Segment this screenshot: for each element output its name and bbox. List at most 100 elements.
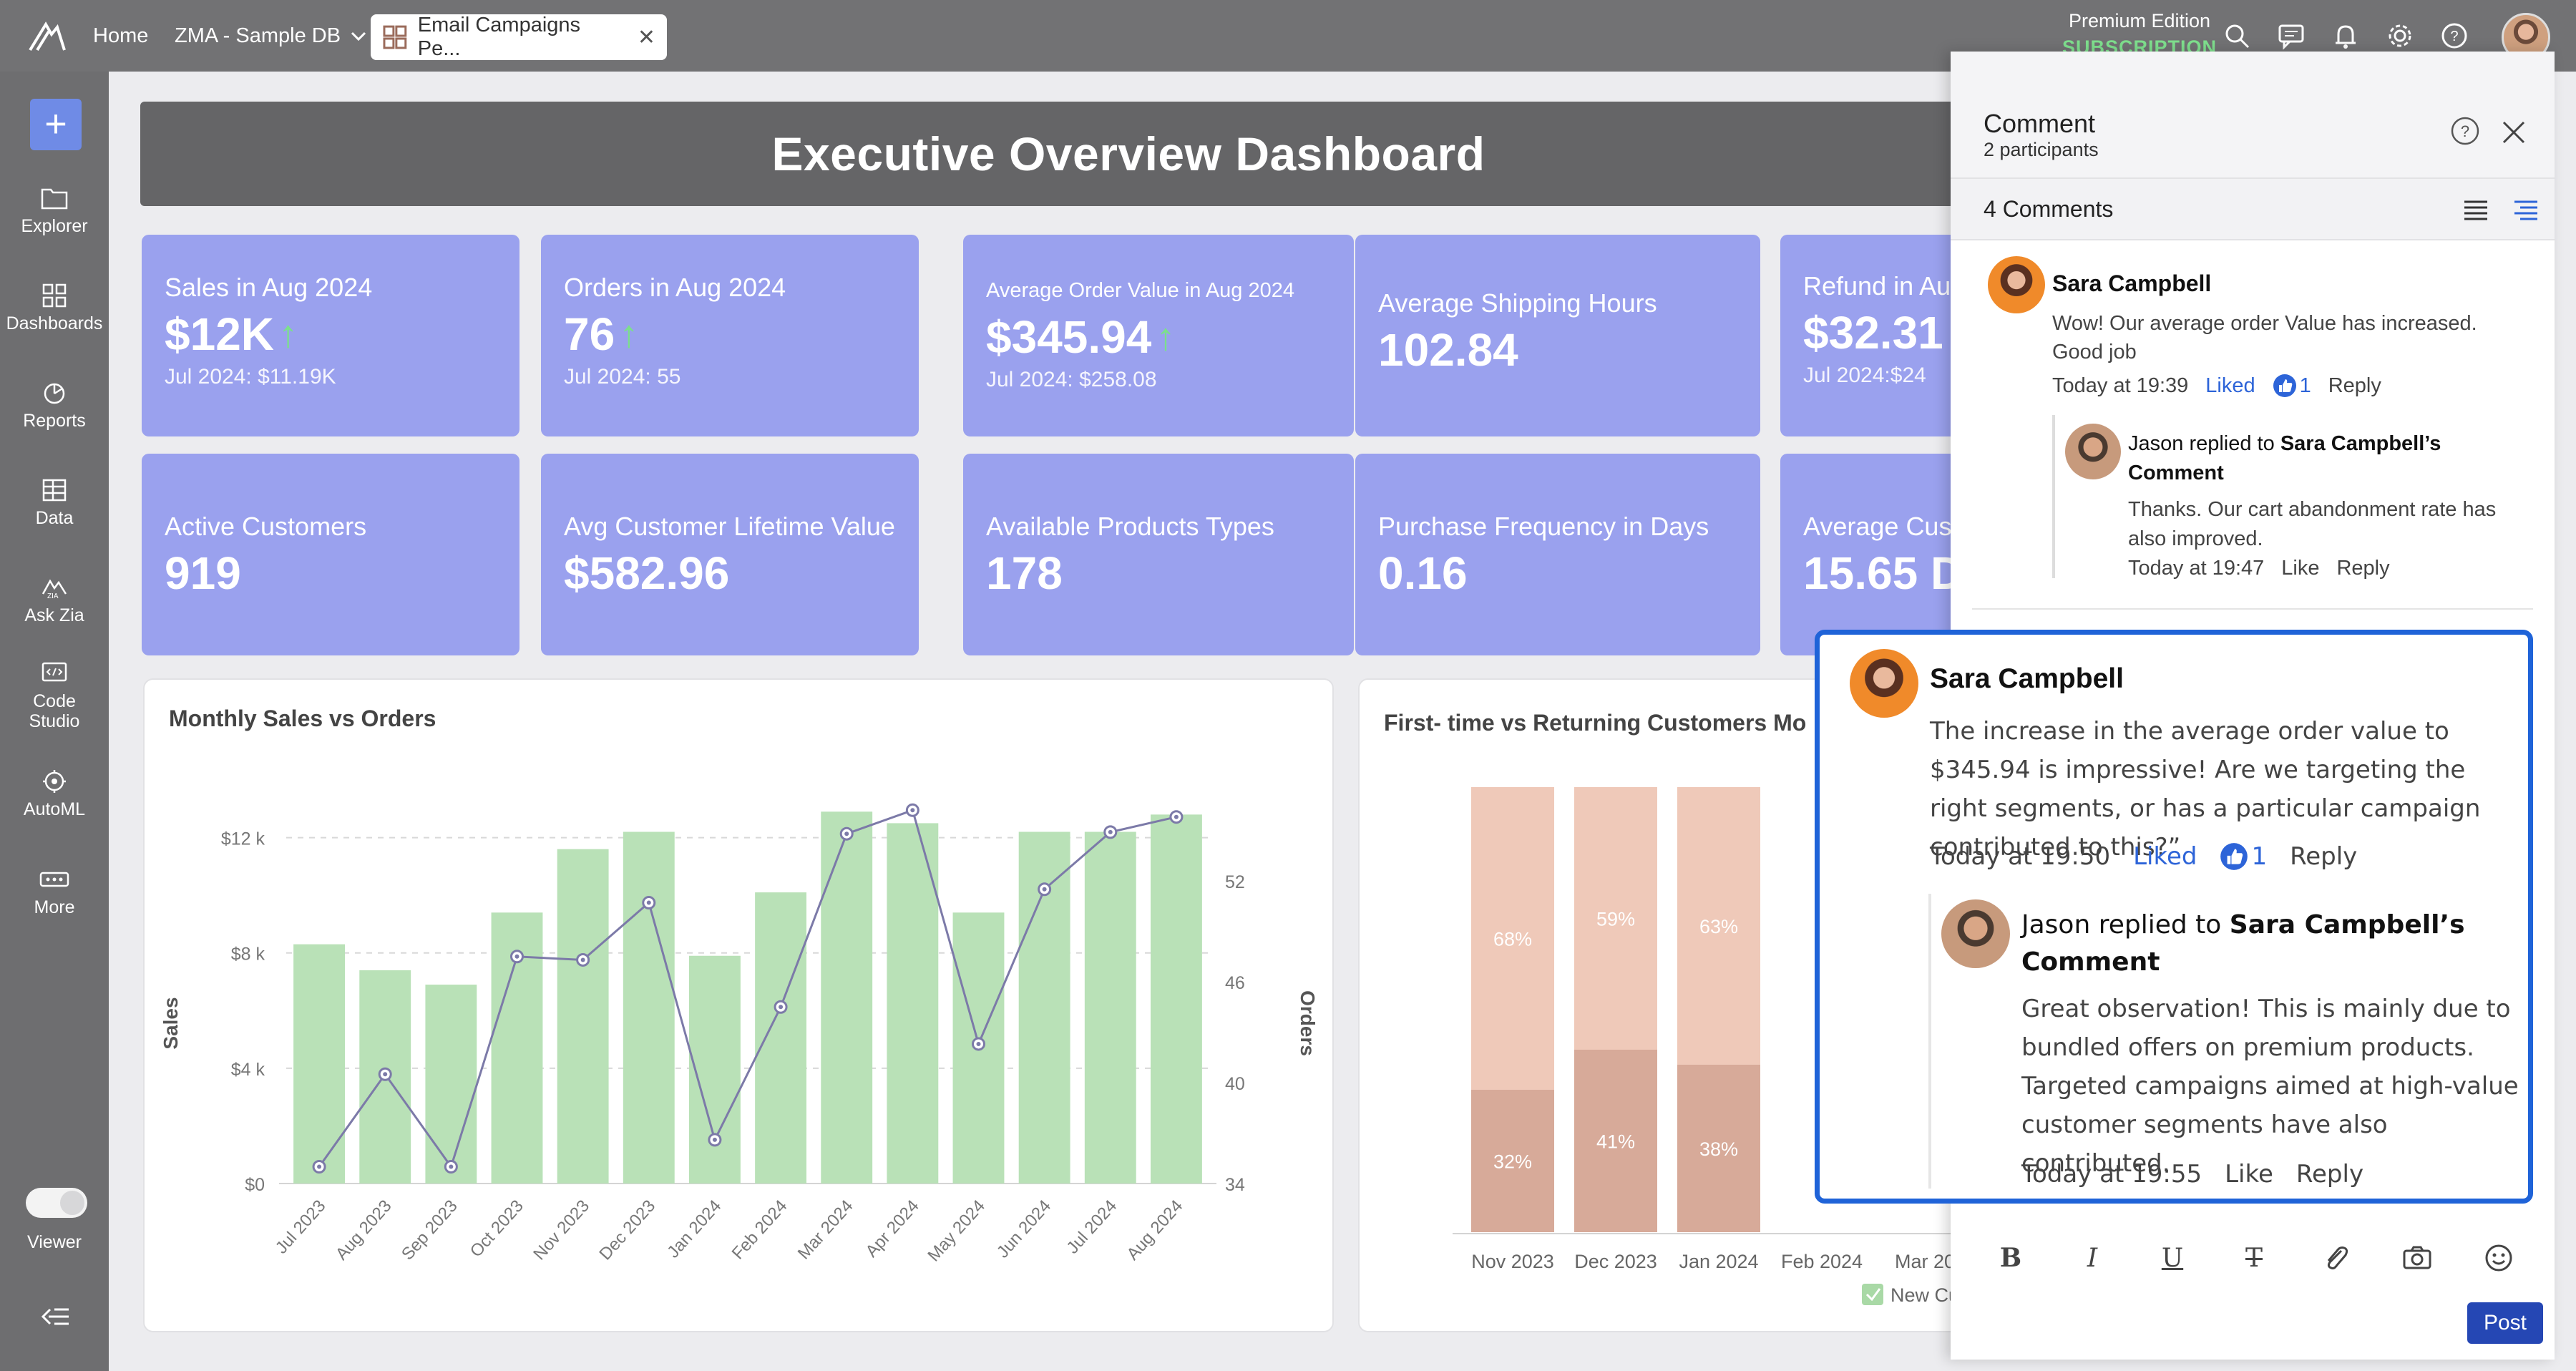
bold-icon[interactable]: B [1999, 1243, 2022, 1273]
kpi-card-avg-order-value[interactable]: Average Order Value in Aug 2024 $345.94 ↑… [963, 235, 1354, 436]
x-tick-label: Jan 2024 [663, 1196, 725, 1262]
orders-point-center [1042, 887, 1047, 892]
orders-line [318, 809, 1177, 1169]
help-icon[interactable]: ? [2440, 21, 2469, 50]
liked-button[interactable]: Liked [2133, 842, 2197, 871]
automl-icon [43, 770, 66, 793]
sidebar-item-dashboards[interactable]: Dashboards [0, 283, 109, 334]
orders-point-center [580, 957, 585, 962]
kpi-value: $12K [165, 308, 274, 360]
reply-header: Jason replied to Sara Campbell’s Comment [2128, 429, 2507, 488]
attachment-icon[interactable] [2318, 1241, 2353, 1275]
reply-button[interactable]: Reply [2290, 842, 2358, 871]
like-button[interactable]: Like [2281, 557, 2320, 580]
comment-time: Today at 19:50 [1930, 842, 2111, 871]
chat-icon[interactable] [2277, 21, 2306, 50]
help-icon[interactable]: ? [2450, 116, 2480, 146]
reply-button[interactable]: Reply [2336, 557, 2390, 580]
kpi-card-sales[interactable]: Sales in Aug 2024 $12K ↑ Jul 2024: $11.19… [142, 235, 519, 436]
kpi-label: Average Cus [1803, 512, 1952, 541]
comment-panel-title: Comment [1984, 109, 2096, 138]
liked-button[interactable]: Liked [2205, 374, 2255, 397]
avatar [2065, 424, 2121, 479]
sales-bar [755, 892, 807, 1184]
home-link[interactable]: Home [93, 24, 149, 47]
reply-target: Sara Campbell’s Comment [2021, 910, 2465, 977]
orders-point-center [1108, 829, 1113, 834]
close-tab-icon[interactable]: ✕ [637, 25, 655, 49]
kpi-card-product-types[interactable]: Available Products Types 178 [963, 454, 1354, 655]
kpi-value: 102.84 [1378, 324, 1518, 376]
comment-meta: Today at 19:39 Liked 1 Reply [2052, 374, 2381, 398]
kpi-card-purchase-frequency[interactable]: Purchase Frequency in Days 0.16 [1355, 454, 1760, 655]
dashboard-title: Executive Overview Dashboard [140, 102, 2281, 206]
kpi-card-lifetime-value[interactable]: Avg Customer Lifetime Value $582.96 [541, 454, 919, 655]
reply-button[interactable]: Reply [2328, 374, 2381, 397]
bell-icon[interactable] [2331, 21, 2360, 50]
folder-icon [41, 188, 68, 210]
kpi-card-shipping-hours[interactable]: Average Shipping Hours 102.84 [1355, 235, 1760, 436]
gear-icon[interactable] [2386, 21, 2414, 50]
returning-data-label: 63% [1699, 916, 1738, 937]
table-icon [42, 479, 67, 502]
sidebar-item-code-studio[interactable]: Code Studio [0, 661, 109, 731]
comments-count: 4 Comments [1984, 196, 2114, 222]
sidebar-item-data[interactable]: Data [0, 478, 109, 529]
x-tick-label: Jul 2024 [1063, 1196, 1121, 1258]
list-view-icon[interactable] [2463, 197, 2489, 222]
sales-bar [425, 985, 477, 1184]
post-button[interactable]: Post [2467, 1302, 2543, 1344]
sidebar-item-more[interactable]: More [0, 867, 109, 918]
viewer-toggle[interactable] [26, 1188, 87, 1218]
new-button[interactable]: + [30, 99, 82, 150]
comment-zoom-popup: Sara Campbell The increase in the averag… [1815, 630, 2533, 1204]
tab-label: Email Campaigns Pe... [417, 14, 581, 60]
x-tick-label: Jul 2023 [272, 1196, 330, 1258]
like-count[interactable]: 1 [2220, 842, 2267, 871]
like-button[interactable]: Like [2225, 1160, 2273, 1189]
sidebar-item-explorer[interactable]: Explorer [0, 186, 109, 237]
kpi-card-orders[interactable]: Orders in Aug 2024 76 ↑ Jul 2024: 55 [541, 235, 919, 436]
legend-swatch-new-customer [1862, 1284, 1883, 1305]
search-icon[interactable] [2223, 21, 2251, 50]
reply-time: Today at 19:55 [2021, 1160, 2202, 1189]
y-tick-label: $12 k [221, 829, 265, 849]
collapse-sidebar-icon[interactable] [40, 1304, 72, 1329]
app-logo-icon[interactable] [27, 19, 67, 54]
workspace-dropdown[interactable]: ZMA - Sample DB [175, 24, 366, 48]
viewer-label: Viewer [27, 1232, 82, 1252]
italic-icon[interactable]: I [2087, 1243, 2098, 1273]
thread-view-icon[interactable] [2513, 197, 2539, 222]
thumbs-up-icon [2220, 843, 2248, 870]
reply-prefix: Jason replied to [2021, 910, 2230, 940]
sidebar-item-reports[interactable]: Reports [0, 381, 109, 431]
chart-card-monthly-sales[interactable]: Monthly Sales vs Orders $0 $4 k $8 k $12 k 3… [143, 678, 1334, 1332]
strikethrough-icon[interactable]: T [2245, 1243, 2263, 1273]
sidebar-item-automl[interactable]: AutoML [0, 769, 109, 820]
svg-text:ZIA: ZIA [47, 592, 59, 600]
like-count[interactable]: 1 [2273, 374, 2311, 398]
camera-icon[interactable] [2400, 1241, 2434, 1275]
kpi-label: Average Shipping Hours [1378, 288, 1657, 318]
reply-button[interactable]: Reply [2296, 1160, 2364, 1189]
kpi-value: 15.65 D [1803, 547, 1964, 599]
emoji-icon[interactable] [2482, 1241, 2516, 1275]
underline-icon[interactable]: U [2161, 1243, 2184, 1273]
chart-title: First- time vs Returning Customers Mo [1384, 710, 1807, 736]
new-customer-bar-segment [1471, 1089, 1554, 1232]
kpi-value: 178 [986, 547, 1063, 599]
kpi-card-active-customers[interactable]: Active Customers 919 [142, 454, 519, 655]
avatar [1988, 256, 2045, 313]
y2-tick-label: 46 [1225, 973, 1245, 993]
sales-bar [1084, 831, 1136, 1184]
kpi-value: 76 [564, 308, 615, 360]
sidebar-item-ask-zia[interactable]: ZIA Ask Zia [0, 575, 109, 626]
sidebar-item-label: Dashboards [6, 313, 103, 333]
orders-point-center [976, 1041, 981, 1046]
close-icon[interactable] [2502, 120, 2526, 145]
orders-point-center [514, 954, 519, 959]
tab-email-campaigns[interactable]: Email Campaigns Pe... ✕ [371, 14, 667, 60]
like-count-value: 1 [2299, 374, 2311, 397]
kpi-comparison: Jul 2024: $258.08 [986, 368, 1157, 391]
avatar [1941, 899, 2010, 968]
